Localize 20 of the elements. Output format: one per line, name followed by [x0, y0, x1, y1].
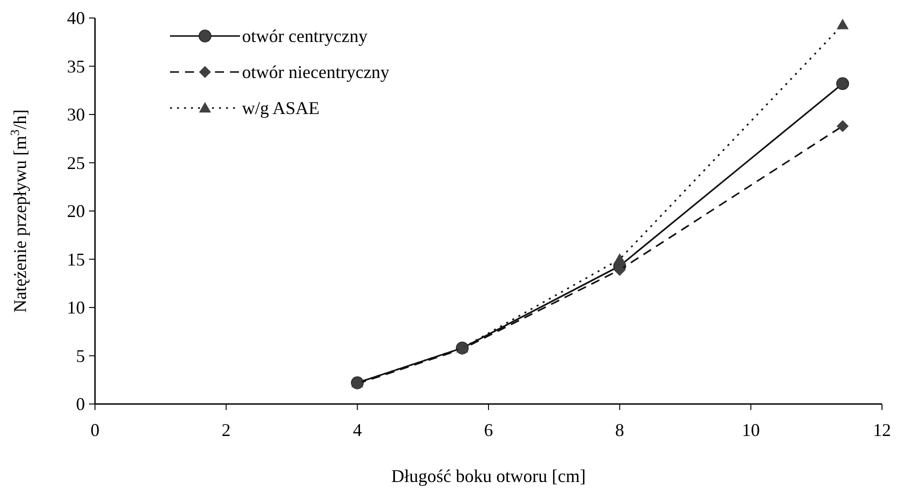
x-tick-label: 10 [742, 420, 760, 440]
y-tick-label: 20 [67, 201, 85, 221]
x-tick-label: 2 [222, 420, 231, 440]
y-tick-label: 15 [67, 249, 85, 270]
y-tick-label: 40 [67, 8, 85, 28]
x-tick-label: 4 [352, 420, 362, 440]
y-tick-label: 10 [67, 298, 85, 318]
y-tick-label: 30 [67, 104, 85, 124]
legend-label: otwór niecentryczny [242, 62, 390, 82]
x-tick-label: 8 [615, 420, 624, 440]
x-axis-title: Długość boku otworu [cm] [391, 466, 586, 486]
y-tick-label: 25 [67, 152, 85, 173]
x-tick-label: 12 [873, 420, 891, 440]
y-tick-label: 35 [67, 56, 85, 76]
x-tick-label: 0 [90, 420, 100, 440]
legend-label: otwór centryczny [242, 26, 368, 46]
y-tick-label: 5 [76, 346, 85, 366]
y-tick-label: 0 [76, 394, 85, 414]
legend-label: w/g ASAE [242, 98, 320, 118]
x-tick-label: 6 [484, 420, 493, 440]
